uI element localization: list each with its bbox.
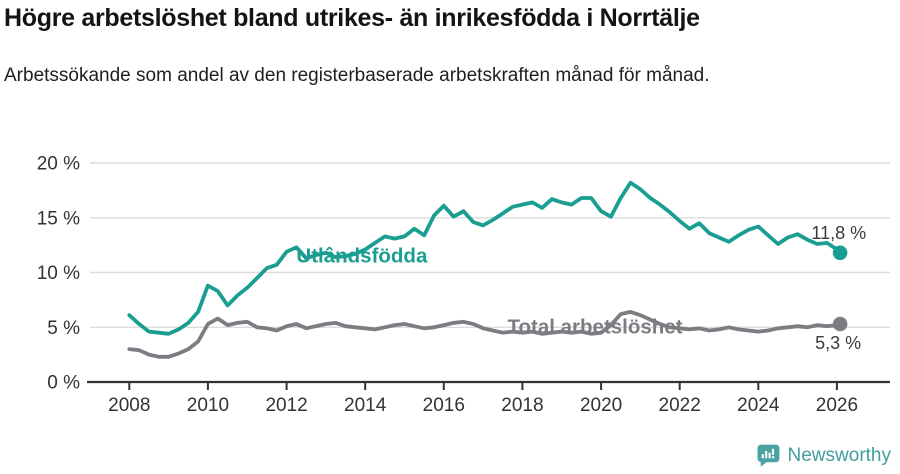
y-tick-label: 15 % (37, 208, 80, 229)
x-tick-label: 2010 (187, 395, 229, 416)
x-tick-label: 2018 (501, 395, 543, 416)
x-tick-label: 2026 (816, 395, 858, 416)
series-line (127, 310, 842, 359)
newsworthy-logo-icon (757, 444, 779, 467)
logo-exclamation-dot-icon (771, 456, 774, 459)
series-end-dot (832, 245, 848, 261)
x-tick-label: 2024 (737, 395, 780, 416)
logo-bar-icon (764, 450, 767, 459)
chart-title: Högre arbetslöshet bland utrikes- än inr… (4, 4, 700, 32)
series-end-annotation: 5,3 % (815, 333, 861, 353)
series-end-annotation: 11,8 % (811, 223, 866, 243)
series-end-dot (832, 316, 848, 332)
y-tick-label: 0 % (47, 373, 80, 394)
x-tick-label: 2008 (108, 395, 150, 416)
newsworthy-branding: Newsworthy (756, 443, 891, 468)
series-line (127, 180, 842, 336)
y-tick-label: 10 % (37, 263, 80, 284)
x-tick-label: 2012 (265, 395, 307, 416)
y-tick-label: 20 % (37, 154, 80, 175)
chart-subtitle: Arbetssökande som andel av den registerb… (4, 65, 710, 86)
series-label: Total arbetslöshet (508, 316, 683, 339)
newsworthy-wordmark: Newsworthy (787, 444, 891, 466)
series-label: Utlândsfödda (296, 245, 428, 268)
x-tick-label: 2022 (659, 395, 701, 416)
y-tick-label: 5 % (47, 318, 80, 339)
logo-bar-icon (761, 454, 764, 459)
x-tick-label: 2016 (423, 395, 465, 416)
x-tick-label: 2020 (580, 395, 622, 416)
logo-exclamation-icon (771, 448, 774, 456)
x-tick-label: 2014 (344, 395, 387, 416)
logo-bar-icon (768, 452, 771, 459)
